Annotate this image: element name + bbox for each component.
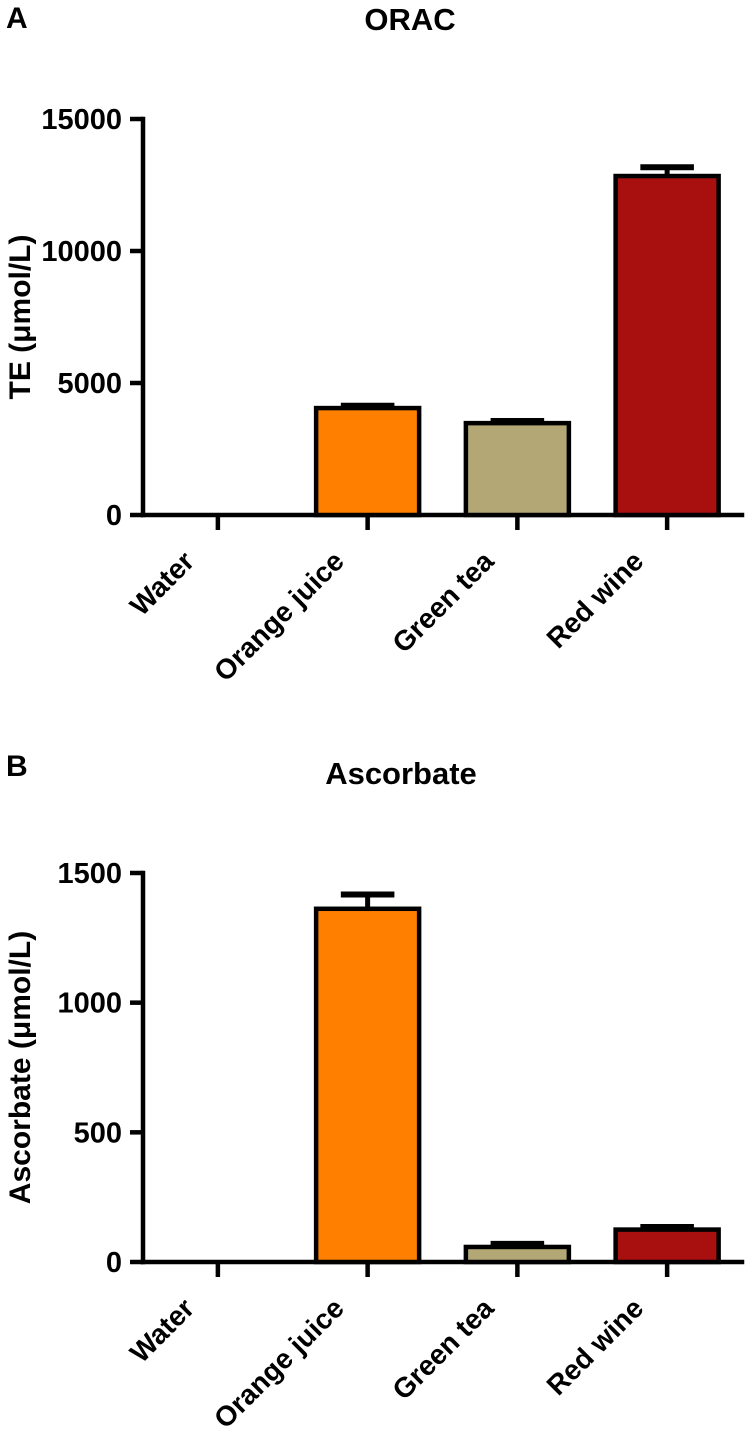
bar-green-tea: [463, 420, 572, 518]
y-tick-label: 5000: [57, 368, 122, 400]
y-tick-label: 0: [106, 1247, 122, 1279]
bar-red-wine: [613, 1227, 721, 1265]
panel-b-letter: B: [6, 750, 28, 783]
bar-orange-juice: [313, 906, 422, 1265]
y-tick-label: 10000: [41, 236, 122, 268]
bar-green-tea: [463, 1244, 572, 1265]
x-category-label: Green tea: [386, 545, 500, 659]
y-tick-label: 500: [74, 1117, 122, 1149]
chart-a: 0 5000 10000 15000 Water Orange juice Green te…: [4, 104, 745, 687]
y-tick-label: 0: [106, 500, 122, 532]
panel-b: B Ascorbate 0 500 1000 1500 Water Orange juic…: [0, 740, 746, 1436]
y-axis-title: Ascorbate (μmol/L): [4, 931, 37, 1204]
panel-a-letter: A: [6, 2, 28, 35]
x-category-label: Green tea: [386, 1292, 500, 1406]
x-category-label: Orange juice: [208, 545, 350, 687]
y-tick-label: 1500: [57, 858, 122, 890]
x-category-label: Orange juice: [208, 1292, 350, 1434]
chart-b: 0 500 1000 1500 Water Orange juice Green tea Re…: [4, 858, 745, 1434]
panel-b-title: Ascorbate: [325, 756, 477, 791]
bar-red-wine: [613, 173, 721, 518]
x-category-label: Red wine: [541, 1292, 650, 1401]
y-axis-title: TE (μmol/L): [4, 235, 37, 400]
panel-a-title: ORAC: [364, 2, 456, 37]
panel-a: A ORAC 0 5000 10000 15000 Water Orange juice G…: [0, 0, 746, 700]
x-category-label: Water: [124, 1292, 200, 1368]
x-category-label: Water: [124, 545, 200, 621]
bar-orange-juice: [313, 405, 422, 518]
y-tick-label: 15000: [41, 104, 122, 136]
x-category-label: Red wine: [541, 545, 650, 654]
y-tick-label: 1000: [57, 988, 122, 1020]
